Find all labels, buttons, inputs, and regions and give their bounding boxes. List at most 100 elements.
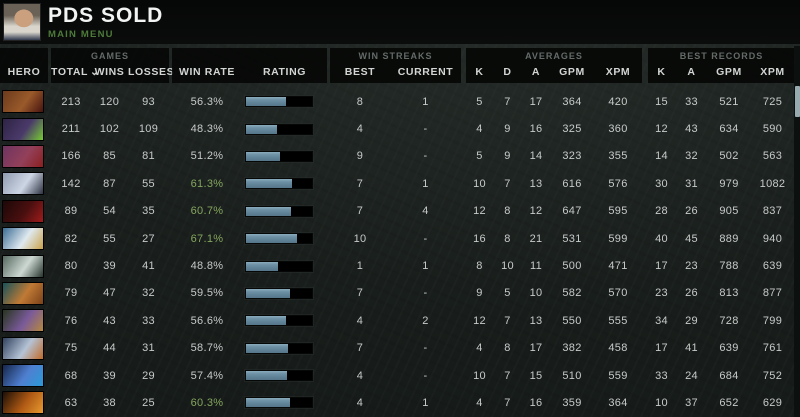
hero-row[interactable]: 75 44 31 58.7% 7 - 4 8 17 382 458 17 41 639 761: [0, 335, 795, 362]
column-header-current-streak[interactable]: CURRENT: [397, 66, 454, 78]
hero-portrait[interactable]: [2, 254, 44, 278]
rating-bar: [245, 205, 313, 217]
column-header-hero[interactable]: HERO: [7, 66, 41, 78]
hero-row[interactable]: 80 39 41 48.8% 1 1 8 10 11 500 471 17 23 788 639: [0, 252, 795, 279]
cell-total: 75: [64, 342, 78, 355]
column-header-total[interactable]: TOTAL ⌄: [51, 66, 100, 78]
cell-avg-xpm: 555: [608, 314, 628, 327]
cell-wins: 47: [103, 287, 116, 300]
hero-row[interactable]: 79 47 32 59.5% 7 - 9 5 10 582 570 23 26 813 877: [0, 280, 795, 307]
column-header-avg-kills[interactable]: K: [475, 66, 484, 78]
hero-row[interactable]: 63 38 25 60.3% 4 1 4 7 16 359 364 10 37 652 629: [0, 389, 795, 416]
cell-avg-xpm: 576: [608, 177, 628, 190]
hero-portrait[interactable]: [2, 364, 44, 388]
cell-record-xpm: 639: [762, 260, 783, 273]
column-header-best-streak[interactable]: BEST: [344, 66, 376, 78]
cell-avg-kills: 10: [473, 369, 486, 382]
cell-record-xpm: 590: [762, 123, 783, 136]
cell-record-kills: 40: [655, 232, 668, 245]
sort-descending-icon: ⌄: [90, 66, 100, 78]
hero-cell: [0, 281, 48, 305]
hero-row[interactable]: 89 54 35 60.7% 7 4 12 8 12 647 595 28 26 905 837: [0, 198, 795, 225]
hero-row[interactable]: 142 87 55 61.3% 7 1 10 7 13 616 576 30 31 979 1082: [0, 170, 795, 197]
cell-record-gpm: 521: [719, 95, 739, 108]
cell-record-assists: 43: [685, 123, 698, 136]
cell-wins: 87: [103, 177, 116, 190]
scrollbar-thumb[interactable]: [794, 86, 800, 117]
hero-portrait[interactable]: [2, 199, 44, 223]
page-title: PDS SOLD: [48, 4, 164, 27]
column-header-losses[interactable]: LOSSES: [128, 66, 175, 78]
cell-total: 76: [64, 314, 78, 327]
hero-portrait[interactable]: [2, 172, 44, 196]
column-header-win-rate[interactable]: WIN RATE: [179, 66, 235, 78]
cell-avg-assists: 14: [529, 150, 543, 163]
cell-avg-xpm: 471: [608, 260, 628, 273]
rating-bar-fill: [246, 316, 287, 326]
cell-avg-kills: 5: [476, 95, 483, 108]
column-header-avg-deaths[interactable]: D: [503, 66, 512, 78]
hero-portrait[interactable]: [2, 309, 44, 333]
cell-win-rate: 57.4%: [190, 369, 224, 382]
cell-current-streak: -: [423, 232, 428, 245]
cell-total: 80: [64, 260, 78, 273]
hero-row[interactable]: 76 43 33 56.6% 4 2 12 7 13 550 555 34 29 728 799: [0, 307, 795, 334]
hero-portrait[interactable]: [2, 281, 44, 305]
hero-portrait[interactable]: [2, 227, 44, 251]
header-panel-winrate: WIN RATE RATING: [172, 48, 327, 83]
cell-record-kills: 34: [655, 314, 668, 327]
hero-portrait[interactable]: [2, 90, 44, 114]
cell-losses: 35: [142, 205, 155, 218]
cell-total: 211: [61, 123, 81, 136]
cell-record-assists: 24: [685, 369, 698, 382]
cell-win-rate: 51.2%: [190, 150, 224, 163]
cell-current-streak: -: [423, 123, 428, 136]
column-header-avg-xpm[interactable]: XPM: [605, 66, 631, 78]
cell-avg-kills: 5: [476, 150, 483, 163]
cell-record-gpm: 905: [719, 205, 739, 218]
cell-record-xpm: 1082: [759, 177, 786, 190]
column-header-avg-gpm[interactable]: GPM: [559, 66, 585, 78]
column-header-avg-assists[interactable]: A: [531, 66, 541, 78]
cell-avg-deaths: 7: [504, 369, 511, 382]
cell-current-streak: 1: [422, 95, 429, 108]
cell-record-kills: 23: [655, 287, 668, 300]
hero-row[interactable]: 213 120 93 56.3% 8 1 5 7 17 364 420 15 33 521 725: [0, 88, 795, 115]
hero-portrait[interactable]: [2, 391, 44, 415]
hero-portrait[interactable]: [2, 144, 44, 168]
cell-avg-assists: 13: [529, 314, 543, 327]
hero-portrait[interactable]: [2, 117, 44, 141]
cell-wins: 120: [99, 95, 120, 108]
cell-avg-kills: 8: [476, 260, 483, 273]
cell-avg-assists: 17: [529, 342, 543, 355]
cell-current-streak: 4: [422, 205, 429, 218]
column-header-rating[interactable]: RATING: [262, 66, 307, 78]
column-header-record-xpm[interactable]: XPM: [760, 66, 785, 78]
cell-avg-assists: 16: [529, 396, 543, 409]
cell-avg-xpm: 360: [608, 123, 628, 136]
cell-best-streak: 7: [356, 287, 364, 300]
rating-bar-fill: [246, 343, 289, 353]
column-header-record-gpm[interactable]: GPM: [716, 66, 742, 78]
cell-rating: [242, 342, 327, 354]
profile-avatar[interactable]: [3, 3, 41, 41]
hero-row[interactable]: 82 55 27 67.1% 10 - 16 8 21 531 599 40 45 889 940: [0, 225, 795, 252]
column-header-record-kills[interactable]: K: [657, 66, 666, 78]
hero-cell: [0, 227, 48, 251]
cell-record-assists: 26: [685, 287, 698, 300]
cell-losses: 33: [142, 314, 155, 327]
scrollbar-track[interactable]: [794, 46, 800, 417]
column-header-wins[interactable]: WINS: [94, 66, 125, 78]
hero-portrait[interactable]: [2, 336, 44, 360]
hero-row[interactable]: 166 85 81 51.2% 9 - 5 9 14 323 355 14 32 502 563: [0, 143, 795, 170]
cell-avg-deaths: 7: [504, 314, 511, 327]
hero-row[interactable]: 68 39 29 57.4% 4 - 10 7 15 510 559 33 24 684 752: [0, 362, 795, 389]
main-menu-link[interactable]: MAIN MENU: [48, 29, 114, 40]
hero-row[interactable]: 211 102 109 48.3% 4 - 4 9 16 325 360 12 43 634 590: [0, 115, 795, 142]
group-label-win-streaks: WIN STREAKS: [358, 51, 433, 61]
cell-avg-gpm: 531: [562, 232, 582, 245]
column-header-record-assists[interactable]: A: [687, 66, 696, 78]
cell-losses: 55: [142, 177, 155, 190]
cell-best-streak: 7: [356, 205, 364, 218]
cell-current-streak: 1: [422, 260, 429, 273]
